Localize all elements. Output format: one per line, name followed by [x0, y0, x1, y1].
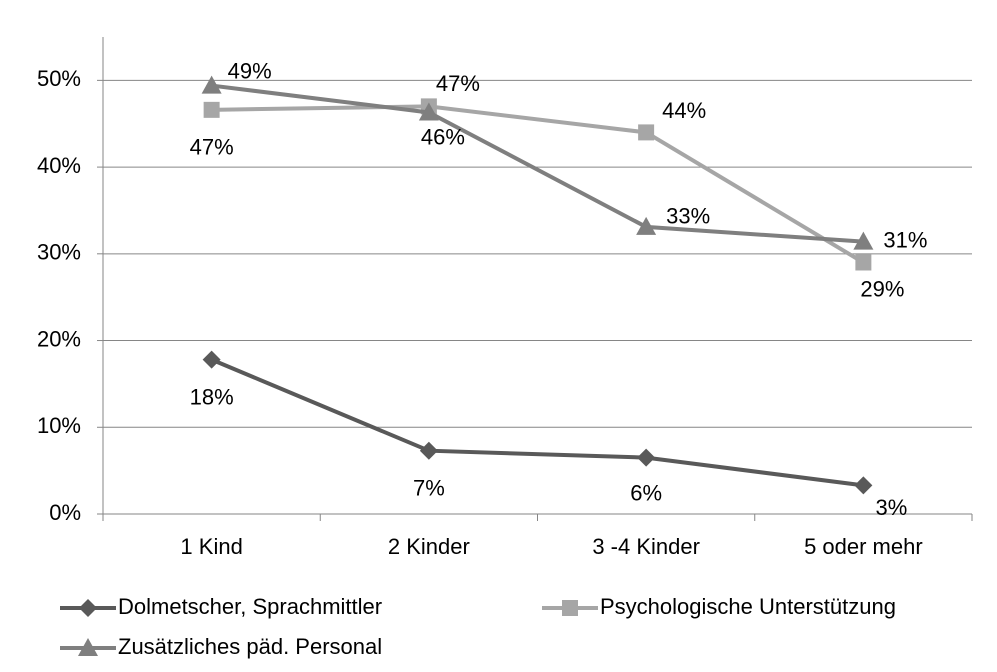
data-point	[638, 124, 655, 141]
y-tick-label: 20%	[37, 326, 81, 351]
y-tick-label: 40%	[37, 153, 81, 178]
data-label: 3%	[875, 495, 907, 520]
legend-label: Zusätzliches päd. Personal	[118, 634, 382, 659]
series-line	[210, 357, 864, 488]
data-point	[854, 476, 873, 495]
data-point	[202, 350, 221, 369]
data-label: 47%	[436, 71, 480, 96]
series-line	[211, 104, 865, 265]
data-label: 31%	[883, 227, 927, 252]
data-point	[419, 441, 438, 460]
data-point	[637, 448, 656, 467]
legend-marker	[562, 600, 578, 616]
x-tick-label: 5 oder mehr	[804, 534, 923, 559]
data-label: 18%	[190, 384, 234, 409]
series-line	[211, 83, 864, 244]
x-tick-label: 2 Kinder	[388, 534, 470, 559]
data-point	[636, 216, 657, 235]
x-tick-label: 1 Kind	[180, 534, 242, 559]
data-label: 44%	[662, 98, 706, 123]
legend-marker	[79, 599, 97, 617]
data-label: 33%	[666, 204, 710, 229]
data-label: 7%	[413, 476, 445, 501]
data-point	[418, 102, 439, 121]
legend-label: Psychologische Unterstützung	[600, 594, 896, 619]
legend-label: Dolmetscher, Sprachmittler	[118, 594, 382, 619]
data-label: 29%	[860, 276, 904, 301]
x-tick-label: 3 -4 Kinder	[592, 534, 700, 559]
data-point	[855, 254, 872, 271]
data-label: 6%	[630, 480, 662, 505]
data-point	[853, 231, 874, 250]
y-tick-label: 30%	[37, 240, 81, 265]
data-point	[203, 101, 220, 118]
data-label: 49%	[228, 58, 272, 83]
legend-marker	[78, 638, 98, 656]
data-label: 47%	[190, 135, 234, 160]
data-label: 46%	[421, 124, 465, 149]
y-tick-label: 10%	[37, 413, 81, 438]
y-tick-label: 0%	[49, 500, 81, 525]
y-tick-label: 50%	[37, 66, 81, 91]
data-point	[201, 75, 222, 94]
